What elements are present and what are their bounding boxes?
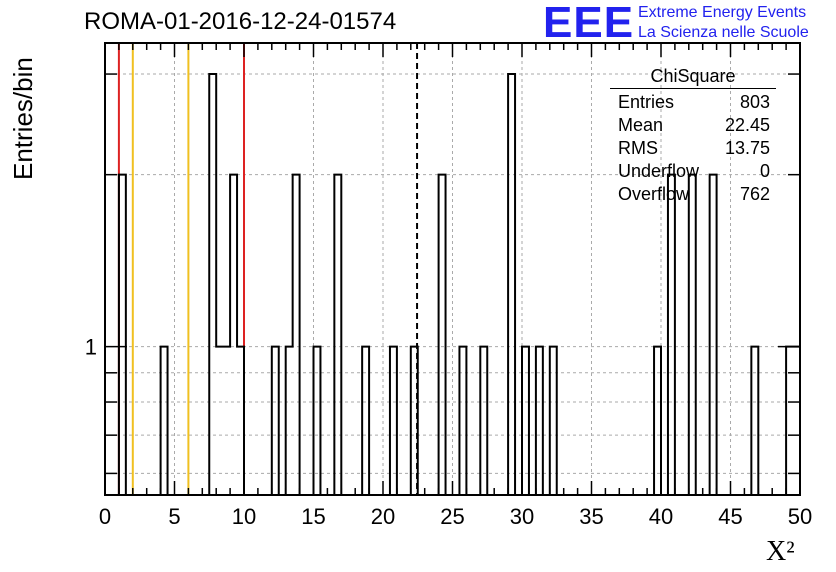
histogram-bin	[751, 347, 758, 495]
histogram-bin	[286, 347, 293, 495]
logo-line-2: La Scienza nelle Scuole	[638, 24, 809, 41]
reference-lines	[117, 43, 419, 495]
stats-value: 762	[739, 184, 770, 204]
histogram-bin	[161, 347, 168, 495]
stats-box: ChiSquare Entries 803 Mean 22.45 RMS 13.…	[610, 66, 776, 206]
stats-label: Overflow	[618, 184, 690, 204]
stats-label: RMS	[618, 138, 658, 158]
logo-line-1: Extreme Energy Events	[638, 4, 807, 21]
histogram-bin	[209, 74, 216, 495]
histogram-bin	[522, 347, 529, 495]
y-tick-label: 1	[85, 335, 97, 360]
x-tick-label: 20	[371, 504, 395, 529]
histogram-bin	[230, 175, 237, 495]
stats-value: 22.45	[724, 115, 770, 135]
x-tick-label: 50	[788, 504, 812, 529]
stats-label: Mean	[618, 115, 664, 135]
stats-title: ChiSquare	[610, 66, 776, 89]
histogram-bin	[508, 74, 515, 495]
stats-value: 0	[759, 161, 770, 181]
x-tick-label: 35	[579, 504, 603, 529]
x-tick-label: 5	[168, 504, 180, 529]
logo-mark: EEE	[543, 0, 635, 47]
histogram-bin	[550, 347, 557, 495]
histogram-bin	[334, 175, 341, 495]
histogram-bin	[480, 347, 487, 495]
histogram-bin	[459, 347, 466, 495]
x-tick-label: 45	[718, 504, 742, 529]
x-tick-label: 25	[440, 504, 464, 529]
stats-value: 803	[739, 92, 770, 112]
x-tick-label: 0	[99, 504, 111, 529]
stats-label: Entries	[618, 92, 675, 112]
histogram-bin	[536, 347, 543, 495]
histogram-bin	[362, 347, 369, 495]
histogram-bin	[710, 175, 717, 495]
x-tick-label: 40	[649, 504, 673, 529]
stats-row-mean: Mean 22.45	[610, 114, 776, 137]
stats-row-entries: Entries 803	[610, 91, 776, 114]
histogram-bin	[119, 175, 126, 495]
x-axis-label: X²	[766, 536, 795, 567]
histogram-bin	[216, 347, 223, 495]
stats-label: Underflow	[618, 161, 700, 181]
stats-value: 13.75	[724, 138, 770, 158]
histogram-bin	[654, 347, 661, 495]
stats-row-underflow: Underflow 0	[610, 160, 776, 183]
histogram-outline	[105, 73, 801, 496]
chart-title: ROMA-01-2016-12-24-01574	[84, 8, 397, 35]
histogram-bin	[668, 175, 675, 495]
histogram-bin	[237, 347, 244, 495]
x-tick-label: 15	[301, 504, 325, 529]
histogram-bin	[293, 175, 300, 495]
histogram-bin	[223, 347, 230, 495]
histogram-bin	[439, 175, 446, 495]
stats-row-rms: RMS 13.75	[610, 137, 776, 160]
x-tick-label: 30	[510, 504, 534, 529]
histogram-bin	[314, 347, 321, 495]
histogram-bin	[390, 347, 397, 495]
axis-ticks: 0 5 10 15 20 25 30 35 40 45 50 1	[85, 43, 812, 529]
histogram-bin	[272, 347, 279, 495]
stats-row-overflow: Overflow 762	[610, 183, 776, 206]
x-tick-label: 10	[232, 504, 256, 529]
histogram-bin	[689, 175, 696, 495]
